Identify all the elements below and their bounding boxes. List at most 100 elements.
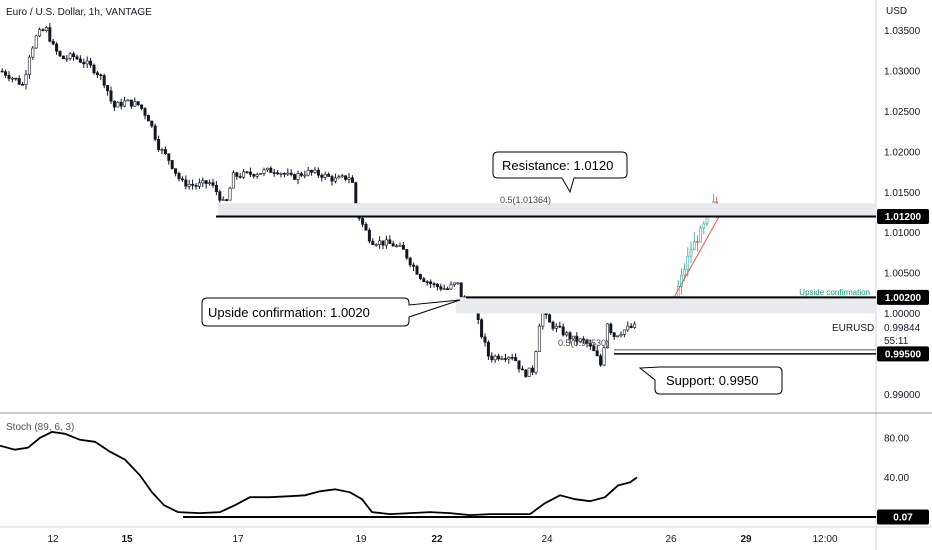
candle-body (565, 332, 569, 336)
candle-body (412, 264, 416, 267)
time-tick-label: 12 (47, 534, 59, 545)
price-tick-label: 1.00500 (884, 269, 921, 280)
resistance-badge-text: 1.01200 (885, 212, 922, 223)
candle-body (408, 257, 412, 266)
projection-body (702, 223, 706, 229)
candle-body (286, 172, 290, 175)
stoch-badge-text: 0.07 (893, 512, 913, 523)
candle-body (255, 174, 259, 177)
projection-body (699, 227, 702, 243)
candle-body (235, 172, 239, 177)
candle-body (136, 101, 140, 106)
currency-label[interactable]: USD (886, 6, 907, 17)
candle-body (0, 70, 4, 73)
candle-body (548, 314, 552, 323)
fib-lower-label: 0.5(0.99530) (558, 338, 609, 348)
candle-body (561, 326, 565, 336)
price-tick-label: 1.02000 (884, 147, 921, 158)
candle-body (4, 71, 8, 76)
price-tick-label: 1.03000 (884, 67, 921, 78)
candle-body (119, 102, 123, 107)
candle-body (439, 286, 443, 290)
candle-body (231, 172, 235, 189)
candle-body (310, 169, 314, 173)
candle-body (187, 183, 191, 187)
candle-body (605, 323, 609, 349)
chart-title[interactable]: Euro / U.S. Dollar, 1h, VANTAGE (6, 7, 152, 18)
candle-body (520, 368, 524, 371)
upside-callout[interactable]: Upside confirmation: 1.0020 (201, 297, 461, 327)
candle-body (432, 283, 436, 286)
support-callout-text: Support: 0.9950 (666, 373, 759, 388)
candle-body (388, 239, 392, 244)
candle-body (208, 182, 212, 185)
candle-body (582, 338, 586, 341)
support-callout[interactable]: Support: 0.9950 (638, 366, 783, 395)
candle-body (381, 240, 385, 246)
candle-body (449, 284, 453, 290)
candle-body (95, 72, 99, 76)
projection-body (689, 249, 693, 257)
candle-body (153, 125, 157, 140)
upside-badge: 1.00200 (877, 289, 929, 305)
projection-body (692, 241, 696, 251)
upside-badge-text: 1.00200 (885, 293, 922, 304)
candle-body (242, 171, 246, 178)
candle-body (180, 178, 184, 181)
candle-body (24, 74, 28, 85)
candle-body (384, 239, 388, 246)
indicator-tick-label: 80.00 (884, 433, 909, 444)
candle-body (174, 168, 178, 174)
candle-body (157, 139, 161, 150)
candle-body (493, 355, 497, 361)
candle-body (214, 185, 218, 192)
candle-body (92, 64, 96, 74)
candle-body (401, 245, 405, 250)
candle-body (616, 335, 620, 338)
candle-body (89, 60, 93, 66)
candle-body (7, 75, 11, 79)
candle-body (554, 325, 558, 329)
candle-body (503, 358, 507, 360)
candle-body (612, 332, 616, 337)
candle-body (350, 177, 354, 183)
candle-body (483, 336, 487, 343)
candle-body (65, 58, 69, 60)
candle-body (534, 351, 538, 373)
candle-body (303, 174, 307, 177)
candle-body (48, 27, 52, 42)
projection-body (680, 274, 683, 287)
candle-body (279, 173, 283, 175)
indicator-label[interactable]: Stoch (89, 6, 3) (6, 422, 74, 433)
candle-body (123, 100, 127, 107)
time-tick-label: 12:00 (812, 534, 837, 545)
candle-body (252, 174, 256, 177)
candle-body (320, 174, 324, 178)
indicator-tick-label: 40.00 (884, 473, 909, 484)
candle-body (228, 187, 232, 201)
candle-body (395, 245, 399, 248)
candle-body (150, 120, 154, 127)
candle-body (61, 55, 65, 60)
resistance-callout[interactable]: Resistance: 1.0120 (492, 151, 628, 194)
candle-body (109, 90, 113, 102)
candle-body (211, 182, 215, 186)
resistance-callout-text: Resistance: 1.0120 (502, 158, 613, 173)
candle-body (629, 325, 633, 328)
upside-callout-text: Upside confirmation: 1.0020 (208, 305, 370, 320)
candle-body (21, 83, 25, 86)
price-tick-label: 1.03500 (884, 26, 921, 37)
candle-body (452, 282, 456, 286)
upside-zone (456, 297, 876, 314)
projection-trendline (673, 214, 721, 298)
candle-body (293, 174, 297, 180)
candle-body (225, 199, 229, 201)
candle-body (585, 339, 589, 344)
time-axis[interactable]: 12 15 17 19 22 24 26 29 12:00 (47, 534, 838, 545)
fib-upper-label: 0.5(1.01364) (500, 195, 551, 205)
indicator-axis[interactable]: 80.00 40.00 (884, 433, 909, 484)
candle-body (442, 288, 446, 290)
candle-body (68, 53, 72, 59)
time-tick-label: 19 (355, 534, 367, 545)
